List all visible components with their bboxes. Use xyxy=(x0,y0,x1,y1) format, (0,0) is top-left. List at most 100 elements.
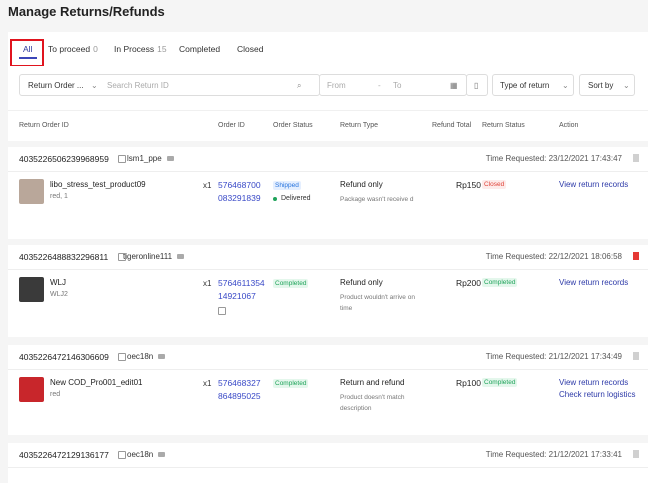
flag-icon[interactable] xyxy=(633,352,639,360)
delivery-status: Delivered xyxy=(281,195,311,202)
buyer-name: lsm1_ppe xyxy=(127,154,162,163)
product-name: libo_stress_test_product09 xyxy=(50,180,146,189)
time-requested: Time Requested: 21/12/2021 17:33:41 xyxy=(485,450,622,459)
status-dot xyxy=(273,197,277,201)
tab-label: Completed xyxy=(179,44,221,54)
action-link[interactable]: View return records xyxy=(559,180,629,189)
tab-underline xyxy=(19,57,37,59)
tab-count: 15 xyxy=(157,44,167,54)
sort-label: Sort by xyxy=(588,81,614,90)
refund-total: Rp200 xyxy=(455,278,481,288)
buyer-name: oec18n xyxy=(127,450,154,459)
search-icon: ⌕ xyxy=(297,81,302,90)
return-status: Completed xyxy=(482,378,518,387)
time-requested: Time Requested: 21/12/2021 17:34:49 xyxy=(485,352,622,361)
return-id: 4035226472146306609 xyxy=(19,352,109,362)
return-reason: Product doesn't match description xyxy=(340,394,405,412)
return-reason: Package wasn't receive d xyxy=(340,196,414,203)
tab[interactable]: Completed xyxy=(179,44,220,54)
tab[interactable]: All xyxy=(23,44,32,54)
product-variation: WLJ2 xyxy=(50,291,68,298)
copy-icon[interactable] xyxy=(218,307,226,315)
column-label: Return Type xyxy=(340,122,379,129)
column-label: Order ID xyxy=(218,122,245,129)
tab-label: Closed xyxy=(237,44,264,54)
tab[interactable]: In Process 15 xyxy=(114,44,167,54)
column-label: Action xyxy=(559,122,579,129)
type-dropdown[interactable]: Type of return ⌄ xyxy=(492,74,574,96)
quantity: x1 xyxy=(203,379,212,388)
dropdown-caret: ⌄ xyxy=(562,81,569,90)
bookmark-icon: ▯ xyxy=(474,81,479,90)
column-label: Return Status xyxy=(482,122,525,129)
order-id[interactable]: 576468327 xyxy=(218,378,261,388)
return-reason: Product wouldn't arrive on time xyxy=(340,294,415,312)
sort-dropdown[interactable]: Sort by ⌄ xyxy=(579,74,635,96)
return-id: 4035226472129136177 xyxy=(19,450,109,460)
column-header: Return Order ID Order ID Order Status Re… xyxy=(8,110,648,141)
tab-label: In Process xyxy=(114,44,155,54)
bookmark-button[interactable]: ▯ xyxy=(466,74,488,96)
return-id: 4035226506239968959 xyxy=(19,154,109,164)
date-separator: - xyxy=(378,81,381,90)
product-image xyxy=(19,377,44,402)
order-card: 4035226472129136177 oec18n Time Requeste… xyxy=(8,443,648,483)
flag-icon[interactable] xyxy=(633,252,639,260)
buyer-name: oec18n xyxy=(127,352,154,361)
date-range[interactable]: From - To ▦ xyxy=(319,74,467,96)
product-name: New COD_Pro001_edit01 xyxy=(50,378,143,387)
tab[interactable]: To proceed 0 xyxy=(48,44,98,54)
search-input: Search Return ID xyxy=(107,81,169,90)
order-status: Completed xyxy=(273,279,309,288)
chat-icon[interactable] xyxy=(158,452,165,457)
search-type: Return Order ... xyxy=(28,81,84,90)
buyer-name: tigeronline111 xyxy=(123,252,173,261)
order-card: 4035226488832296811 tigeronline111 Time … xyxy=(8,245,648,337)
date-from: From xyxy=(327,81,346,90)
time-requested: Time Requested: 22/12/2021 18:06:58 xyxy=(485,252,622,261)
order-id[interactable]: 5764611354 xyxy=(218,278,265,288)
refund-total: Rp100 xyxy=(455,378,481,388)
return-type: Refund only xyxy=(340,180,383,189)
calendar-icon: ▦ xyxy=(450,81,458,90)
dropdown-caret: ⌄ xyxy=(91,81,98,90)
chat-icon[interactable] xyxy=(158,354,165,359)
action-link[interactable]: Check return logistics xyxy=(559,390,636,399)
return-type: Return and refund xyxy=(340,378,405,387)
order-card: 4035226472146306609 oec18n Time Requeste… xyxy=(8,345,648,435)
product-image xyxy=(19,277,44,302)
flag-icon[interactable] xyxy=(633,154,639,162)
chat-icon[interactable] xyxy=(167,156,174,161)
card-header: 4035226472146306609 oec18n Time Requeste… xyxy=(8,345,648,370)
column-label: Return Order ID xyxy=(19,122,69,129)
order-id[interactable]: 864895025 xyxy=(218,391,261,401)
copy-icon[interactable] xyxy=(118,253,126,261)
dropdown-caret: ⌄ xyxy=(623,81,630,90)
tab-label: All xyxy=(23,44,33,54)
order-id[interactable]: 083291839 xyxy=(218,193,261,203)
time-requested: Time Requested: 23/12/2021 17:43:47 xyxy=(485,154,622,163)
copy-icon[interactable] xyxy=(118,451,126,459)
type-label: Type of return xyxy=(500,81,550,90)
order-status: Completed xyxy=(273,379,309,388)
page-title: Manage Returns/Refunds xyxy=(8,4,165,19)
tab-bar: All To proceed 0 In Process 15 Completed C… xyxy=(8,32,648,67)
card-header: 4035226488832296811 tigeronline111 Time … xyxy=(8,245,648,270)
action-link[interactable]: View return records xyxy=(559,278,629,287)
card-header: 4035226472129136177 oec18n Time Requeste… xyxy=(8,443,648,468)
return-type: Refund only xyxy=(340,278,383,287)
chat-icon[interactable] xyxy=(177,254,184,259)
action-link[interactable]: View return records xyxy=(559,378,629,387)
order-id[interactable]: 14921067 xyxy=(218,291,256,301)
column-label: Refund Total xyxy=(432,122,472,129)
quantity: x1 xyxy=(203,279,212,288)
search-box[interactable]: Return Order ... ⌄ Search Return ID ⌕ xyxy=(19,74,320,96)
copy-icon[interactable] xyxy=(118,353,126,361)
tab[interactable]: Closed xyxy=(237,44,263,54)
return-status: Completed xyxy=(482,278,518,287)
return-id: 4035226488832296811 xyxy=(19,252,109,262)
copy-icon[interactable] xyxy=(118,155,126,163)
product-variation: red, 1 xyxy=(50,193,68,200)
order-id[interactable]: 576468700 xyxy=(218,180,261,190)
flag-icon[interactable] xyxy=(633,450,639,458)
